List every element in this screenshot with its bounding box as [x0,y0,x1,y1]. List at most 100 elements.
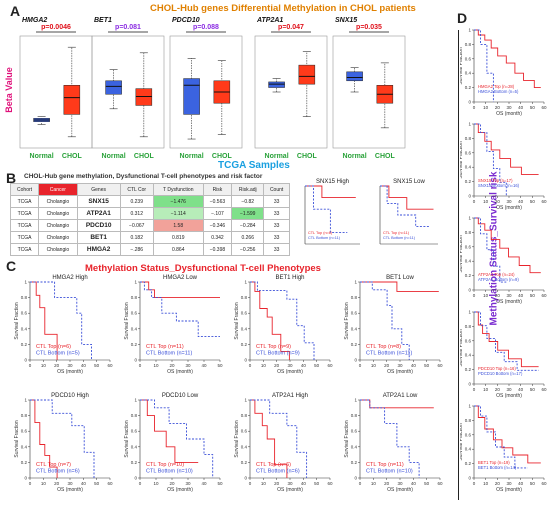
boxplot-gene-label: SNX15 [335,17,357,24]
km-y-tick-label: 0.8 [131,413,138,418]
title-c: Methylation Status_Dysfunctional T-cell … [85,263,321,274]
km-x-tick-label: 40 [301,363,307,368]
km-y-tick-label: 1 [134,398,137,403]
km-y-tick-label: 0.8 [351,295,358,300]
km-curve-blue [474,405,528,469]
table-cell: 33 [263,231,290,244]
km-x-tick-label: 30 [185,363,191,368]
km-curve-blue [474,311,539,371]
km-y-tick-label: 0.6 [21,429,28,434]
km-c-plot: BET1 High 0 10 20 30 40 50 60 0 0.2 0.4 0.6 0.8 1 OS (… [234,275,333,375]
km-curve-blue [305,185,348,233]
km-legend-bottom: CTL Bottom (n=6) [256,469,300,475]
km-y-tick-label: 0.4 [351,326,358,331]
km-legend-top: CTL Top (n=6) [256,462,291,468]
km-c-plot: BET1 Low 0 10 20 30 40 50 60 0 0.2 0.4 0.6 0.8 1 OS (m… [344,275,443,375]
header-risk[interactable]: Risk [202,183,233,196]
boxplot-xlabel-chol: CHOL [212,153,233,160]
km-y-tick-label: 0 [24,358,27,363]
km-x-tick-label: 60 [541,387,547,392]
km-y-tick-label: 0.8 [465,230,472,235]
km-y-tick-label: 1 [244,398,247,403]
box-chol [135,88,153,106]
km-x-tick-label: 60 [327,363,333,368]
km-x-tick-label: 60 [541,481,547,486]
header-genes[interactable]: Genes [76,183,121,196]
header-count[interactable]: Count [263,183,290,196]
box-ylabel: Beta Value [4,67,14,113]
km-x-tick-label: 40 [518,105,524,110]
boxplot-gene-label: ATP2A1 [256,17,283,24]
km-x-tick-label: 40 [411,363,417,368]
km-x-tick-label: 10 [41,363,47,368]
km-xlabel: OS (month) [167,369,193,375]
boxplot-p-value: p=0.047 [278,24,304,31]
km-x-tick-label: 0 [359,363,362,368]
boxplot-frame [91,35,165,149]
km-y-tick-label: 0.2 [465,179,472,184]
header-t-dysfunction[interactable]: T Dysfunction [152,183,204,196]
table-cell: Cholangio [38,207,78,220]
boxplot-p-value: p=0.081 [115,24,141,31]
header-risk-adj[interactable]: Risk.adj [231,183,265,196]
km-xlabel: OS (month) [57,487,83,493]
km-y-tick-label: 0 [244,358,247,363]
km-legend-bottom: CTL Bottom (n=11) [308,236,341,240]
km-curve-red [250,281,290,360]
km-y-tick-label: 0.4 [241,444,248,449]
boxplot-p-value: p=0.0046 [41,24,71,31]
km-curve-blue [474,217,507,283]
km-xlabel: OS (month) [57,369,83,375]
table-cell: TCGA [9,207,40,220]
km-x-tick-label: 30 [506,387,512,392]
km-x-tick-label: 60 [437,363,443,368]
km-x-tick-label: 30 [67,363,73,368]
boxplot-xlabel-chol: CHOL [375,153,396,160]
table-cell: SNX15 [76,195,121,208]
km-title: HMGA2 High [52,275,87,281]
table-cell: −1.114 [152,207,204,220]
table-cell: −0.256 [231,243,265,256]
table-cell: 0.182 [119,231,154,244]
km-y-tick-label: 0.4 [465,259,472,264]
km-x-tick-label: 0 [139,363,142,368]
km-x-tick-label: 30 [287,481,293,486]
km-legend-top: CTL Top (n=7) [36,462,71,468]
boxplot-xlabel-normal: Normal [30,153,54,160]
box-normal [346,71,363,82]
km-y-tick-label: 1 [24,280,27,285]
km-y-tick-label: 0 [24,476,27,481]
table-cell: −0.563 [202,195,233,208]
km-y-tick-label: 0.6 [131,311,138,316]
km-curve-blue [250,399,308,478]
km-y-tick-label: 0 [468,194,471,199]
km-x-tick-label: 30 [506,199,512,204]
km-y-tick-label: 0 [468,476,471,481]
panel-letter-d: D [457,10,468,26]
header-cancer[interactable]: Cancer [38,183,78,196]
km-curve-red [305,185,356,199]
table-cell: TCGA [9,219,40,232]
table-row: TCGA Cholangio PDCD10 −0.067 1.58 −0.346 −0.28… [9,219,290,232]
km-xlabel: OS (month) [277,369,303,375]
km-y-tick-label: 0 [134,476,137,481]
header-cohort[interactable]: Cohort [9,183,40,196]
table-cell: 33 [263,207,290,220]
km-y-tick-label: 0.6 [351,429,358,434]
km-y-tick-label: 1 [24,398,27,403]
km-title: ATP2A1 High [272,393,308,399]
km-ylabel: Survival Fraction [124,420,130,457]
km-y-tick-label: 0.2 [465,461,472,466]
km-x-tick-label: 10 [261,481,267,486]
km-ylabel: Survival Fraction [460,423,464,460]
header-ctl-cor[interactable]: CTL Cor [119,183,154,196]
km-x-tick-label: 50 [94,363,100,368]
panel-letter-c: C [6,258,17,274]
km-x-tick-label: 10 [483,199,489,204]
km-x-tick-label: 10 [483,387,489,392]
km-x-tick-label: 40 [301,481,307,486]
